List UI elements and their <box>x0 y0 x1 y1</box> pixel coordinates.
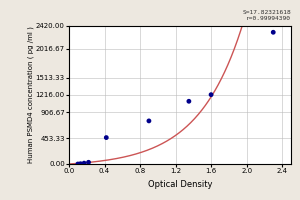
Point <box>271 31 276 34</box>
Point <box>209 93 214 96</box>
Point <box>76 162 80 166</box>
Point <box>78 162 83 165</box>
Text: S=17.82321618
r=0.99994390: S=17.82321618 r=0.99994390 <box>242 10 291 21</box>
Point <box>146 119 151 123</box>
Point <box>86 161 91 164</box>
Point <box>104 136 109 139</box>
X-axis label: Optical Density: Optical Density <box>148 180 212 189</box>
Point <box>187 100 191 103</box>
Y-axis label: Human PSMD4 concentration ( pg /ml ): Human PSMD4 concentration ( pg /ml ) <box>28 27 34 163</box>
Point <box>82 162 86 165</box>
